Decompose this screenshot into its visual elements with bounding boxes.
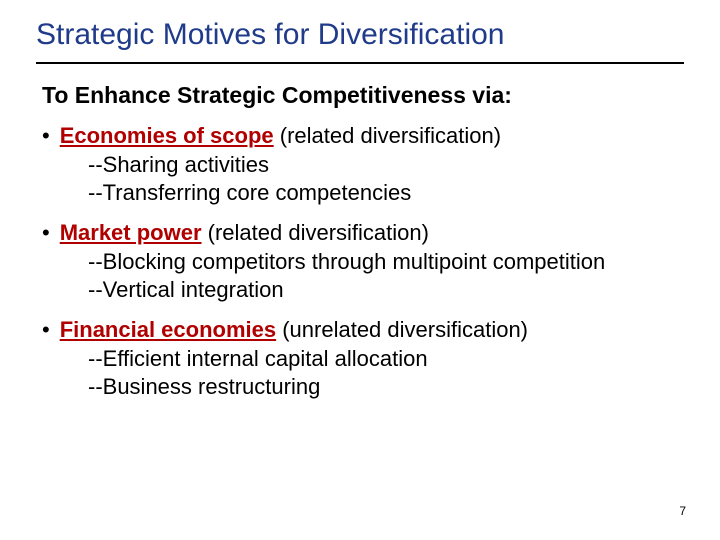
sub-line: --Vertical integration bbox=[88, 276, 684, 304]
page-number: 7 bbox=[679, 504, 686, 518]
bullet-marker: • bbox=[42, 125, 50, 147]
bullet-item: • Economies of scope (related diversific… bbox=[42, 123, 684, 149]
bullet-item: • Market power (related diversification) bbox=[42, 220, 684, 246]
bullet-paren: (related diversification) bbox=[274, 123, 501, 148]
slide: Strategic Motives for Diversification To… bbox=[0, 0, 720, 540]
sub-line: --Business restructuring bbox=[88, 373, 684, 401]
subheading: To Enhance Strategic Competitiveness via… bbox=[42, 82, 684, 109]
sub-line: --Sharing activities bbox=[88, 151, 684, 179]
bullet-item: • Financial economies (unrelated diversi… bbox=[42, 317, 684, 343]
sub-line: --Blocking competitors through multipoin… bbox=[88, 248, 684, 276]
bullet-term: Market power bbox=[60, 220, 202, 245]
bullet-paren: (unrelated diversification) bbox=[276, 317, 528, 342]
bullet-term: Financial economies bbox=[60, 317, 276, 342]
bullet-sublines: --Blocking competitors through multipoin… bbox=[88, 248, 684, 303]
bullet-marker: • bbox=[42, 222, 50, 244]
sub-line: --Efficient internal capital allocation bbox=[88, 345, 684, 373]
bullet-sublines: --Efficient internal capital allocation … bbox=[88, 345, 684, 400]
bullet-term: Economies of scope bbox=[60, 123, 274, 148]
sub-line: --Transferring core competencies bbox=[88, 179, 684, 207]
bullet-paren: (related diversification) bbox=[202, 220, 429, 245]
title-rule bbox=[36, 62, 684, 64]
slide-title: Strategic Motives for Diversification bbox=[36, 18, 684, 58]
bullet-marker: • bbox=[42, 319, 50, 341]
bullet-sublines: --Sharing activities --Transferring core… bbox=[88, 151, 684, 206]
